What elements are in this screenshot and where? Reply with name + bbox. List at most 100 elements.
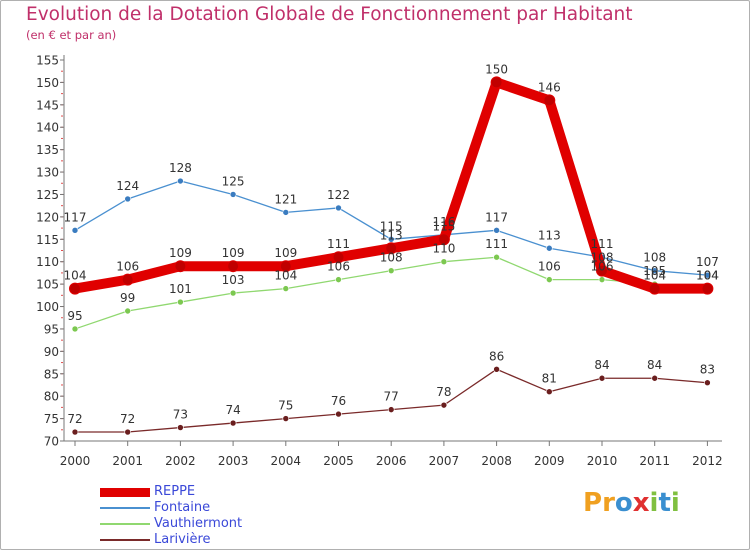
data-point	[493, 365, 500, 373]
data-label: 117	[485, 210, 508, 224]
data-point	[335, 410, 342, 418]
proxiti-logo: Proxiti	[583, 488, 680, 518]
data-label: 107	[696, 255, 719, 269]
y-tick-label: 155	[36, 54, 59, 68]
chart-subtitle: (en € et par an)	[26, 28, 117, 42]
data-point	[598, 276, 606, 283]
data-point	[385, 242, 398, 255]
data-point	[229, 191, 237, 198]
logo-letter: i	[649, 488, 659, 518]
data-point	[387, 406, 395, 413]
data-label: 101	[169, 282, 192, 296]
logo-letter: x	[632, 488, 650, 518]
data-point	[335, 276, 342, 283]
data-point	[229, 289, 237, 297]
x-tick-label: 2004	[271, 454, 302, 468]
data-label: 83	[700, 363, 715, 377]
data-label: 99	[120, 291, 135, 305]
data-point	[387, 267, 395, 274]
data-label: 72	[120, 412, 135, 426]
data-label: 108	[643, 251, 666, 265]
data-label: 109	[222, 246, 245, 260]
data-point	[701, 282, 714, 295]
data-label: 81	[542, 372, 557, 386]
legend-swatch	[100, 539, 150, 541]
data-point	[71, 428, 79, 436]
data-point	[651, 374, 659, 382]
legend-label: Larivière	[154, 532, 211, 547]
data-label: 84	[594, 358, 609, 372]
data-label: 106	[591, 260, 614, 274]
data-point	[124, 428, 131, 436]
data-label: 115	[432, 219, 455, 233]
data-label: 106	[327, 260, 350, 274]
data-label: 76	[331, 394, 346, 408]
x-tick-label: 2008	[481, 454, 512, 468]
data-label: 104	[696, 269, 719, 283]
data-point	[282, 285, 290, 292]
data-label: 73	[173, 408, 188, 422]
data-label: 124	[116, 179, 139, 193]
data-point	[335, 204, 342, 212]
data-label: 72	[67, 412, 82, 426]
x-tick-label: 2006	[376, 454, 407, 468]
y-tick-label: 110	[36, 255, 59, 269]
data-label: 77	[384, 390, 399, 404]
x-tick-label: 2000	[60, 454, 91, 468]
x-tick-label: 2009	[534, 454, 565, 468]
data-label: 109	[169, 246, 192, 260]
y-tick-label: 105	[36, 278, 59, 292]
logo-letter: P	[583, 488, 603, 518]
chart-title: Evolution de la Dotation Globale de Fonc…	[26, 4, 633, 25]
data-label: 113	[380, 228, 403, 242]
data-label: 111	[591, 237, 614, 251]
data-point	[493, 253, 500, 261]
legend-label: REPPE	[154, 484, 196, 499]
logo-letter: i	[670, 488, 680, 518]
data-label: 86	[489, 349, 504, 363]
data-point	[177, 177, 184, 185]
data-point	[177, 298, 184, 306]
data-point	[282, 415, 290, 422]
y-tick-label: 80	[44, 390, 59, 404]
data-point	[279, 260, 292, 273]
data-point	[174, 260, 187, 273]
y-tick-label: 130	[36, 166, 59, 180]
x-tick-label: 2007	[429, 454, 460, 468]
data-label: 106	[538, 260, 561, 274]
y-tick-label: 145	[36, 98, 59, 112]
y-tick-label: 95	[44, 322, 59, 336]
y-tick-label: 115	[36, 233, 59, 247]
data-label: 110	[432, 242, 455, 256]
logo-letter: t	[658, 488, 671, 518]
legend-swatch	[100, 487, 150, 497]
x-tick-label: 2002	[165, 454, 196, 468]
data-label: 104	[274, 269, 297, 283]
data-label: 104	[696, 269, 719, 283]
data-point	[651, 267, 659, 274]
data-label: 95	[67, 309, 82, 323]
data-point	[69, 282, 81, 295]
data-point	[545, 244, 553, 252]
y-tick-label: 140	[36, 121, 59, 135]
logo-letter: o	[614, 488, 633, 518]
data-point	[704, 271, 711, 279]
data-label: 122	[327, 188, 350, 202]
logo-letter: r	[602, 488, 615, 518]
data-point	[227, 260, 240, 273]
x-tick-label: 2010	[587, 454, 618, 468]
data-point	[704, 379, 711, 387]
data-label: 106	[116, 260, 139, 274]
data-label: 103	[222, 273, 245, 287]
y-tick-label: 85	[44, 367, 59, 381]
y-tick-label: 135	[36, 143, 59, 157]
data-label: 84	[647, 358, 662, 372]
x-tick-label: 2012	[692, 454, 723, 468]
legend-swatch	[100, 523, 150, 525]
y-tick-label: 120	[36, 210, 59, 224]
data-label: 78	[436, 385, 451, 399]
data-point	[71, 227, 79, 234]
legend-swatch	[100, 507, 150, 509]
data-point	[71, 325, 79, 333]
